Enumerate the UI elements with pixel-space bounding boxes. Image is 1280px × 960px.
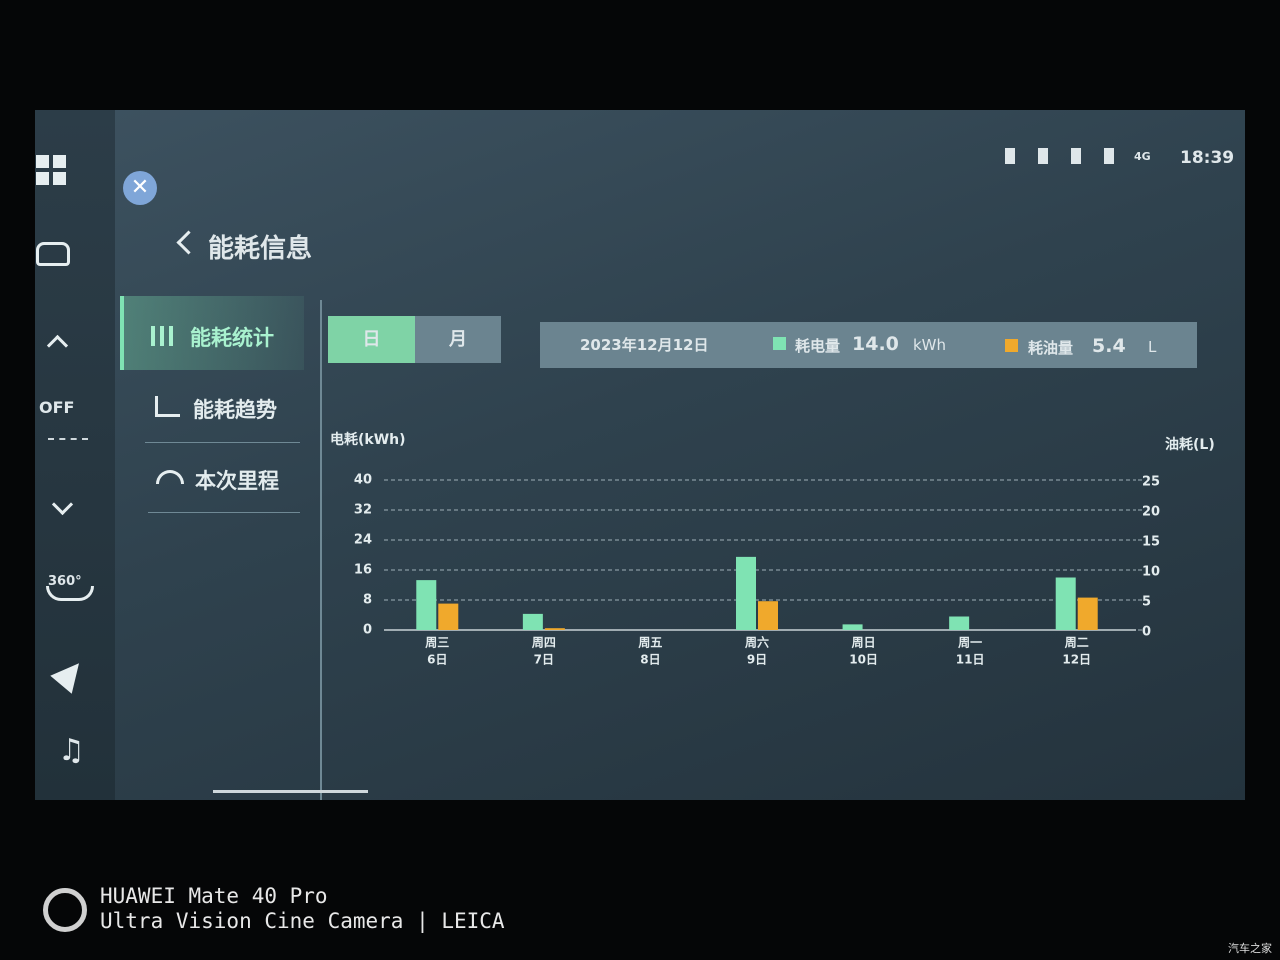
clock: 18:39 [1180, 148, 1235, 168]
bar [736, 556, 756, 630]
trip-icon [156, 470, 184, 484]
x-tick-label: 周六 [745, 635, 769, 650]
menu-item[interactable]: 能耗趋势 [193, 398, 277, 422]
y-tick-label: 16 [354, 563, 372, 578]
summary-electric: 14.0 [852, 333, 899, 355]
fan-level [48, 438, 88, 440]
music-icon[interactable]: ♫ [58, 733, 85, 768]
y-tick-label: 0 [363, 623, 372, 638]
summary-electric-unit: kWh [913, 336, 947, 354]
menu-active-bg [120, 296, 304, 370]
summary-date: 2023年12月12日 [580, 336, 709, 354]
bar [949, 616, 970, 630]
x-tick-label: 12日 [1062, 653, 1091, 667]
x-tick-label: 7日 [534, 653, 554, 667]
y-tick-label: 24 [354, 533, 372, 548]
bar [416, 580, 437, 630]
y-tick-label: 40 [354, 473, 372, 488]
x-tick-label: 9日 [747, 653, 767, 667]
bar [842, 624, 863, 630]
screen [35, 110, 1245, 800]
menu-item[interactable]: 能耗统计 [190, 326, 274, 350]
camera-360-ring [46, 586, 94, 601]
stats-icon [151, 326, 175, 346]
side-rail [35, 110, 115, 800]
watermark-source: 汽车之家 [1228, 942, 1272, 955]
close-button[interactable]: ✕ [123, 171, 157, 205]
y2-tick-label: 5 [1142, 595, 1151, 610]
scroll-indicator [213, 790, 368, 793]
status-icons [1005, 148, 1115, 164]
watermark-device: HUAWEI Mate 40 Pro [100, 884, 328, 908]
x-tick-label: 6日 [427, 653, 447, 667]
apps-icon[interactable] [36, 155, 66, 185]
y2-tick-label: 15 [1142, 535, 1160, 550]
watermark-camera: Ultra Vision Cine Camera | LEICA [100, 909, 505, 933]
x-tick-label: 周二 [1065, 636, 1089, 650]
x-tick-label: 周五 [638, 636, 662, 650]
summary-fuel: 5.4 [1092, 335, 1126, 357]
car-icon[interactable] [36, 242, 70, 266]
menu-item[interactable]: 本次里程 [195, 469, 279, 493]
y-axis-title: 电耗(kWh) [330, 431, 406, 448]
x-tick-label: 10日 [849, 653, 878, 667]
x-tick-label: 周三 [425, 636, 449, 650]
y2-tick-label: 10 [1142, 565, 1160, 580]
x-tick-label: 周日 [852, 636, 876, 650]
legend-label: 耗电量 [795, 337, 841, 355]
bar [1055, 577, 1076, 630]
menu-divider [148, 512, 300, 513]
x-tick-label: 周一 [958, 636, 982, 650]
page-title: 能耗信息 [208, 234, 313, 264]
y2-tick-label: 20 [1142, 505, 1160, 520]
chart: 电耗(kWh) 油耗(L) 0 8 16 24 32 40 0 5 10 15 20 25 周三 6日 周四… [330, 431, 1215, 667]
legend-swatch [1005, 339, 1018, 352]
bar [1077, 597, 1098, 630]
toggle-month[interactable]: 月 [449, 329, 467, 350]
y-tick-label: 8 [363, 593, 372, 608]
camera-logo [43, 888, 87, 932]
x-tick-label: 8日 [640, 653, 660, 667]
fan-status: OFF [39, 398, 75, 417]
bar [544, 628, 565, 630]
x-tick-label: 11日 [956, 653, 985, 667]
toggle-day[interactable]: 日 [328, 316, 415, 363]
summary-box [540, 322, 1197, 368]
y2-axis-title: 油耗(L) [1165, 436, 1215, 453]
legend-label: 耗油量 [1028, 339, 1074, 357]
y2-tick-label: 25 [1142, 475, 1160, 490]
y2-tick-label: 0 [1142, 625, 1151, 640]
trend-icon [155, 396, 180, 417]
y-tick-label: 32 [354, 503, 372, 518]
bar [522, 613, 543, 630]
x-tick-label: 周四 [532, 636, 556, 650]
network-status: 4G [1134, 150, 1151, 163]
menu-divider [145, 442, 300, 443]
menu-divider [320, 300, 322, 800]
bar [758, 601, 778, 630]
legend-swatch [773, 337, 786, 350]
bar [438, 603, 459, 630]
summary-fuel-unit: L [1148, 338, 1157, 356]
